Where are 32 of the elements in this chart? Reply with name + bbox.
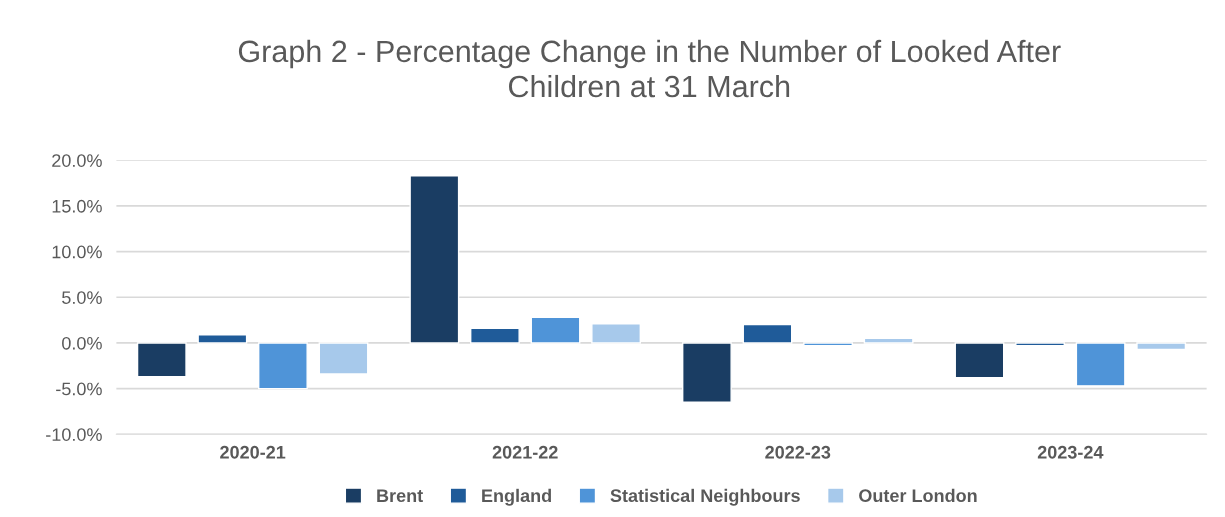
bar [954, 342, 1005, 379]
x-tick-label: 2020-21 [220, 445, 286, 459]
bar [1136, 342, 1187, 351]
y-tick-label: 5.0% [62, 291, 102, 304]
y-tick-label: 20.0% [52, 154, 102, 167]
bar [470, 327, 520, 344]
bar [136, 342, 187, 378]
bar [530, 316, 581, 344]
y-tick-label: 0.0% [62, 336, 102, 350]
legend-label: Brent [377, 489, 423, 503]
legend-label: Statistical Neighbours [610, 488, 800, 506]
x-tick-label: 2022-23 [765, 445, 831, 459]
y-tick-label: 15.0% [52, 199, 102, 213]
bar [863, 337, 914, 344]
bar [682, 342, 732, 404]
legend-label: Outer London [859, 488, 977, 503]
bar [1075, 342, 1126, 387]
bar [318, 342, 369, 375]
y-tick-label: -10.0% [46, 428, 102, 441]
x-tick-label: 2023-24 [1037, 445, 1104, 459]
bar [409, 175, 460, 344]
y-tick-label: -5.0% [56, 382, 102, 396]
y-tick-label: 10.0% [52, 245, 102, 259]
bar [803, 342, 853, 347]
bar [591, 323, 641, 344]
bar [197, 334, 248, 344]
bar [742, 323, 793, 344]
bar [258, 342, 308, 390]
legend-label: England [482, 488, 551, 506]
chart-title: Graph 2 - Percentage Change in the Number of Looked After Children at 31 March [238, 39, 1061, 98]
bar [1015, 342, 1065, 347]
x-tick-label: 2021-22 [492, 445, 558, 459]
